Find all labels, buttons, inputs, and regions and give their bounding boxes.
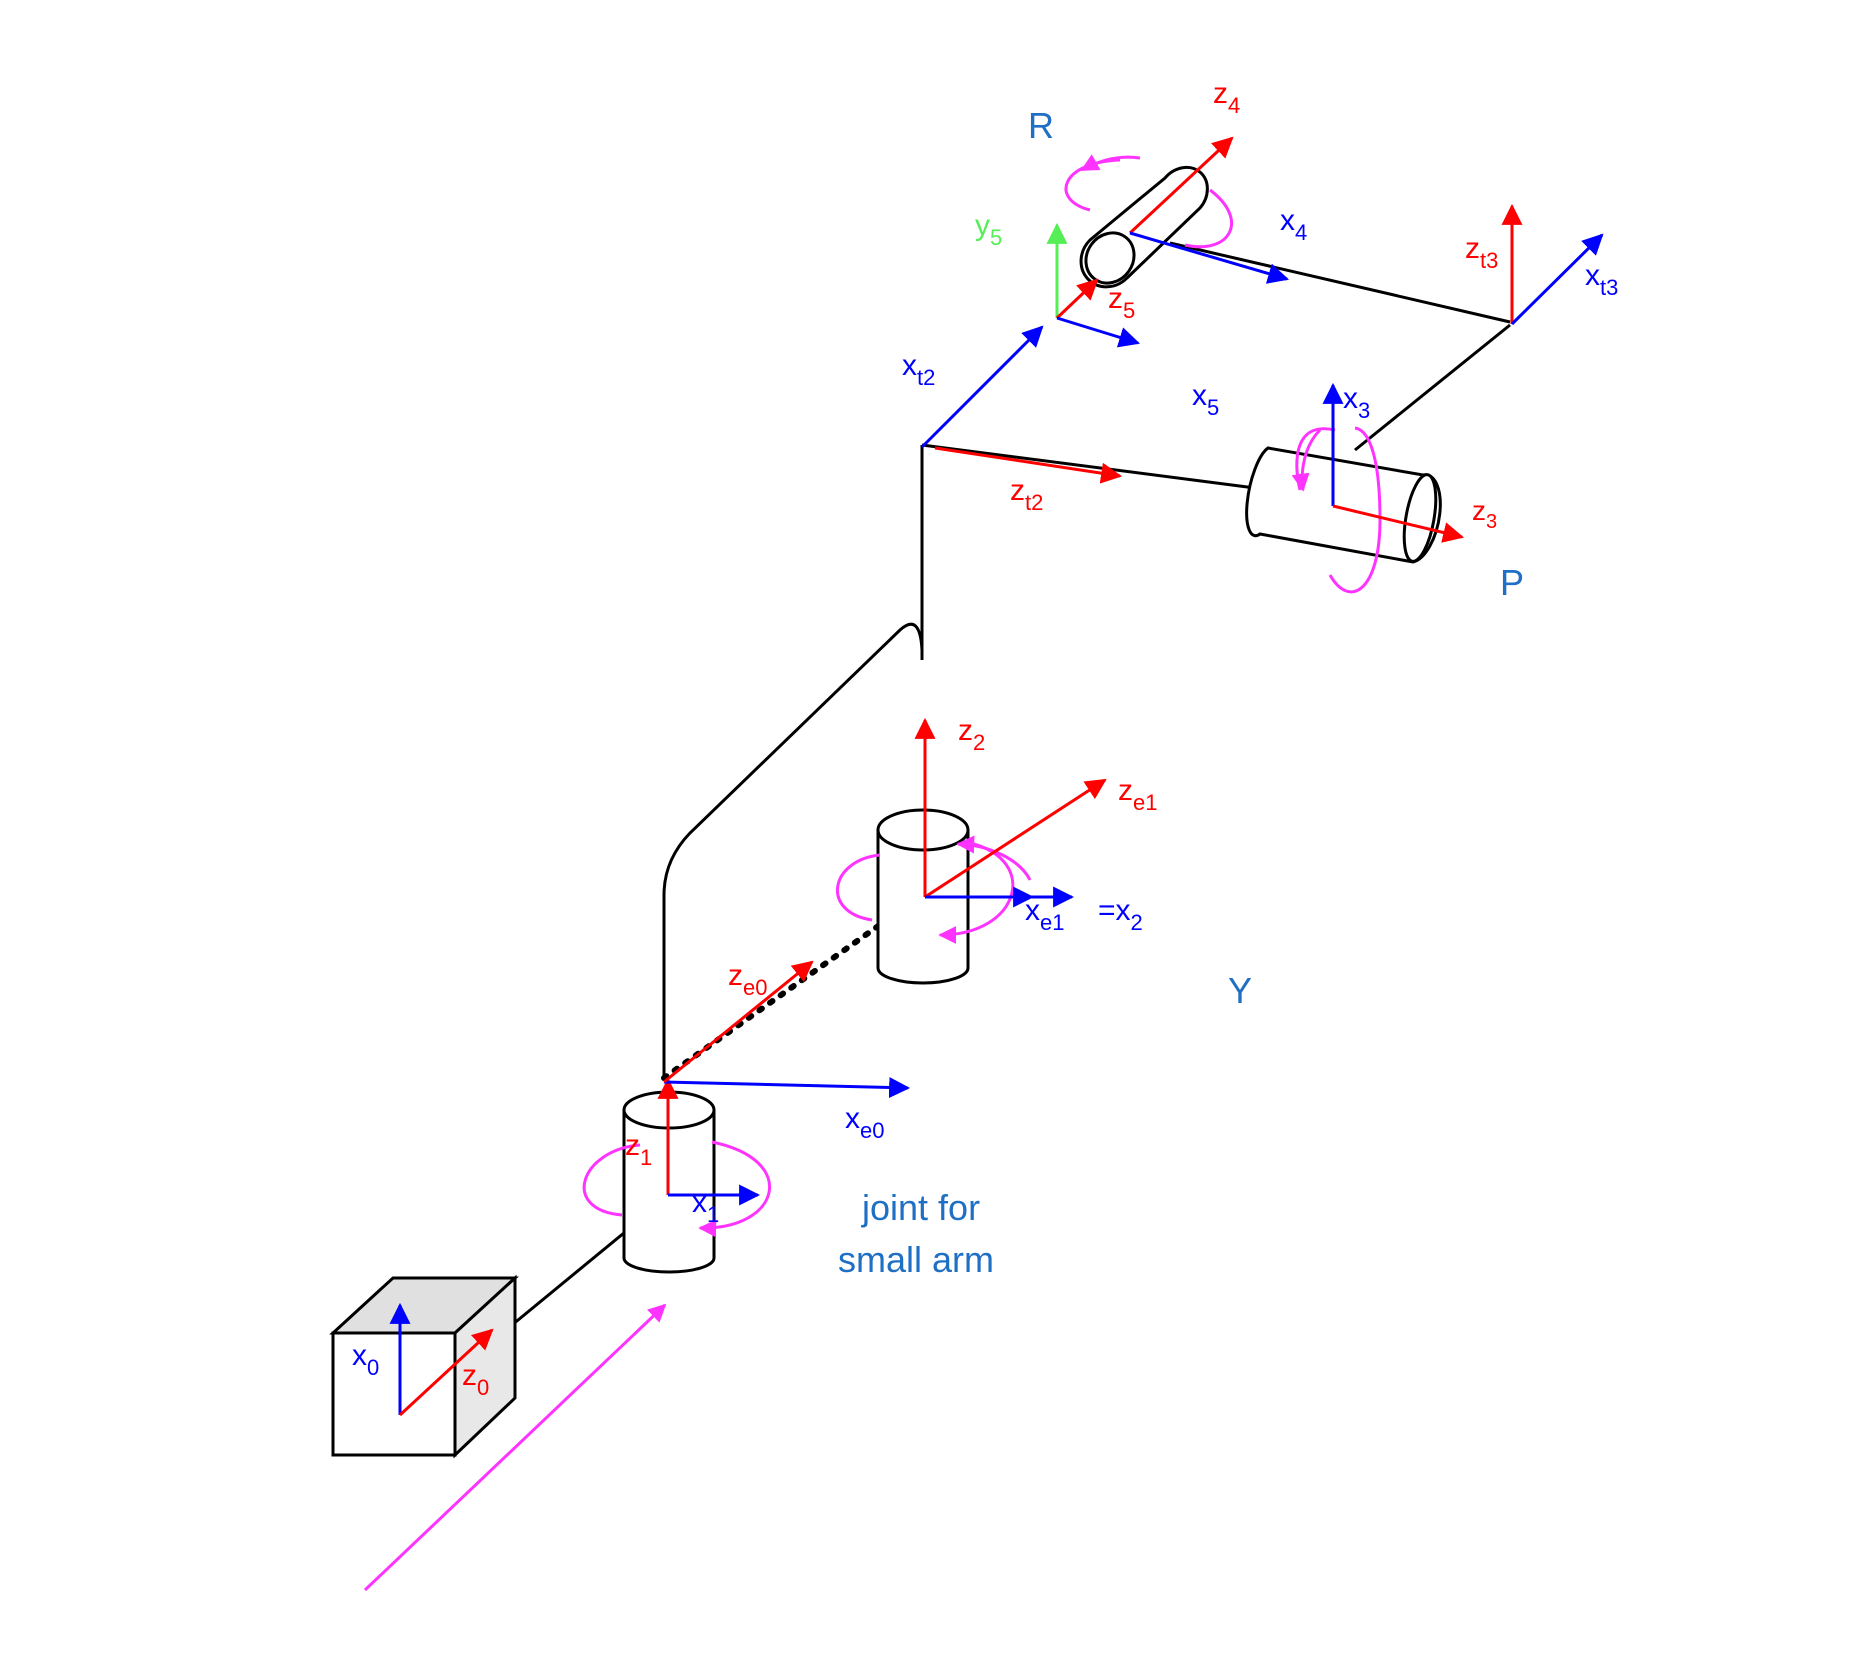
link-tee-to-p [921, 443, 1256, 490]
label-y5: y5 [975, 209, 1002, 250]
label-xt3: xt3 [1585, 259, 1618, 300]
x5-axis [1056, 316, 1141, 348]
rotation-arcs [582, 154, 1382, 1228]
z3-axis [1332, 504, 1465, 543]
label-x3: x3 [1343, 382, 1370, 423]
rotation-p-arrowhead [1291, 428, 1322, 492]
zt2-axis [934, 446, 1123, 484]
label-y: Y [1228, 970, 1252, 1011]
label-xe1: xe1 [1025, 894, 1064, 935]
label-xt2: xt2 [902, 349, 935, 390]
label-xe0: xe0 [845, 1102, 884, 1143]
link-small-arm [662, 622, 924, 1078]
label-ze1: ze1 [1118, 774, 1157, 815]
label-eq-x2: =x2 [1098, 894, 1143, 935]
label-z1: z1 [625, 1129, 652, 1170]
label-z3: z3 [1472, 495, 1497, 533]
link-t3-to-r [1169, 241, 1511, 324]
approach-arrow [363, 1303, 667, 1592]
label-zt2: zt2 [1010, 474, 1043, 515]
joint-note-line1: joint for [861, 1187, 980, 1228]
link-p-to-t3 [1354, 323, 1511, 452]
ze0-axis [663, 960, 814, 1084]
label-p: P [1500, 562, 1524, 603]
xt2-axis [920, 325, 1044, 449]
base-cube [329, 1274, 519, 1459]
x4-axis [1129, 231, 1290, 284]
label-zt3: zt3 [1465, 232, 1498, 273]
z5-axis [1055, 278, 1099, 320]
joint-p-cylinder [1245, 446, 1442, 564]
xe0-axis [663, 1077, 911, 1099]
label-z0: z0 [462, 1359, 489, 1400]
label-r: R [1028, 105, 1054, 146]
rotation-r-arrowhead [1080, 154, 1141, 172]
cube-front-face [331, 1331, 457, 1457]
label-x0: x0 [352, 1339, 379, 1380]
labels: R P Y joint for small arm z4 x4 y5 z5 x5… [352, 77, 1618, 1400]
z0-axis [398, 1328, 494, 1417]
axes [389, 136, 1604, 1417]
z4-axis [1128, 136, 1234, 235]
rotation-joint1-arc [582, 1140, 772, 1228]
joint-r-cylinder [1079, 165, 1209, 289]
rotation-joint2-arrowhead [956, 835, 1032, 881]
joint-note-line2: small arm [838, 1239, 994, 1280]
label-x4: x4 [1280, 204, 1307, 245]
label-z5: z5 [1108, 282, 1135, 323]
label-z2: z2 [958, 714, 985, 755]
label-x5: x5 [1192, 379, 1219, 420]
label-z4: z4 [1213, 77, 1240, 118]
label-x1: x1 [692, 1186, 719, 1227]
xt3-axis [1510, 233, 1604, 326]
label-ze0: ze0 [728, 959, 767, 1000]
ze1-axis [924, 778, 1107, 899]
